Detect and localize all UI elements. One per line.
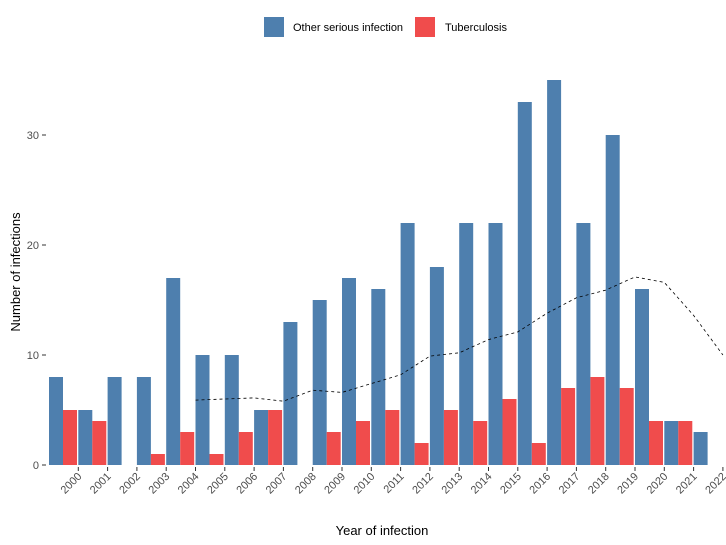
x-tick-label: 2004 xyxy=(176,471,202,497)
x-tick-label: 2009 xyxy=(322,471,348,497)
x-tick-label: 2019 xyxy=(615,471,641,497)
x-axis: 2000 2001 2002 2003 2004 2005 2006 2007 2008 2009… xyxy=(59,467,726,496)
bar-tuberculosis xyxy=(92,421,107,465)
bar-tuberculosis xyxy=(385,410,400,465)
x-tick-label: 2013 xyxy=(440,471,466,497)
x-tick-label: 2018 xyxy=(586,471,612,497)
y-tick-label: 30 xyxy=(27,130,39,142)
bar-other-serious-infection xyxy=(371,289,386,465)
bar-other-serious-infection xyxy=(459,223,474,465)
bar-other-serious-infection xyxy=(576,223,591,465)
bar-tuberculosis xyxy=(268,410,283,465)
bar-other-serious-infection xyxy=(195,355,210,465)
x-tick-label: 2000 xyxy=(59,471,85,497)
bar-other-serious-infection xyxy=(283,322,298,465)
bar-tuberculosis xyxy=(443,410,458,465)
y-tick-label: 20 xyxy=(27,240,39,252)
y-axis: 0 10 20 30 xyxy=(27,130,46,472)
bar-tuberculosis xyxy=(63,410,77,465)
bar-tuberculosis xyxy=(238,432,253,465)
bar-other-serious-infection xyxy=(107,377,122,465)
y-tick-label: 0 xyxy=(33,460,39,472)
bar-other-serious-infection xyxy=(664,421,679,465)
x-tick-label: 2022 xyxy=(703,471,726,497)
bar-other-serious-infection xyxy=(605,135,620,465)
bar-other-serious-infection xyxy=(342,278,356,465)
bar-tuberculosis xyxy=(590,377,605,465)
bar-other-serious-infection xyxy=(400,223,415,465)
bar-tuberculosis xyxy=(356,421,370,465)
bar-tuberculosis xyxy=(531,443,546,465)
bar-tuberculosis xyxy=(678,421,693,465)
bar-tuberculosis xyxy=(561,388,576,465)
legend-swatch-other-serious-infection xyxy=(264,17,284,37)
bar-other-serious-infection xyxy=(49,377,63,465)
x-tick-label: 2007 xyxy=(264,471,290,497)
bar-other-serious-infection xyxy=(547,80,562,465)
x-tick-label: 2002 xyxy=(117,471,143,497)
bar-tuberculosis xyxy=(473,421,488,465)
bar-other-serious-infection xyxy=(166,278,181,465)
x-tick-label: 2005 xyxy=(205,471,231,497)
x-tick-label: 2017 xyxy=(557,471,583,497)
legend-label-tuberculosis: Tuberculosis xyxy=(445,22,507,34)
x-tick-label: 2011 xyxy=(382,471,407,496)
x-tick-label: 2015 xyxy=(498,471,524,497)
x-tick-label: 2008 xyxy=(293,471,319,497)
bar-tuberculosis xyxy=(326,432,341,465)
bar-other-serious-infection xyxy=(488,223,503,465)
bar-tuberculosis xyxy=(150,454,165,465)
x-tick-label: 2012 xyxy=(410,471,436,497)
bar-other-serious-infection xyxy=(136,377,151,465)
legend-label-other-serious-infection: Other serious infection xyxy=(293,22,403,34)
bar-other-serious-infection xyxy=(517,102,532,465)
bar-other-serious-infection xyxy=(254,410,269,465)
x-tick-label: 2006 xyxy=(234,471,260,497)
x-tick-label: 2021 xyxy=(674,471,700,497)
bar-other-serious-infection xyxy=(78,410,93,465)
bar-tuberculosis xyxy=(502,399,517,465)
bar-other-serious-infection xyxy=(693,432,708,465)
legend-swatch-tuberculosis xyxy=(415,17,435,37)
x-tick-label: 2014 xyxy=(469,471,495,497)
bars xyxy=(49,80,708,465)
bar-tuberculosis xyxy=(414,443,429,465)
x-axis-title: Year of infection xyxy=(336,523,429,538)
y-axis-title: Number of infections xyxy=(8,212,23,332)
bar-tuberculosis xyxy=(209,454,224,465)
x-tick-label: 2010 xyxy=(352,471,378,497)
bar-other-serious-infection xyxy=(635,289,649,465)
x-tick-label: 2003 xyxy=(147,471,173,497)
y-tick-label: 10 xyxy=(27,350,39,362)
x-tick-label: 2001 xyxy=(88,471,114,497)
bar-other-serious-infection xyxy=(312,300,327,465)
bar-tuberculosis xyxy=(649,421,663,465)
bar-tuberculosis xyxy=(180,432,195,465)
legend: Other serious infection Tuberculosis xyxy=(264,17,507,37)
x-tick-label: 2020 xyxy=(645,471,671,497)
bar-tuberculosis xyxy=(619,388,634,465)
x-tick-label: 2016 xyxy=(527,471,553,497)
bar-other-serious-infection xyxy=(224,355,239,465)
bar-other-serious-infection xyxy=(429,267,444,465)
